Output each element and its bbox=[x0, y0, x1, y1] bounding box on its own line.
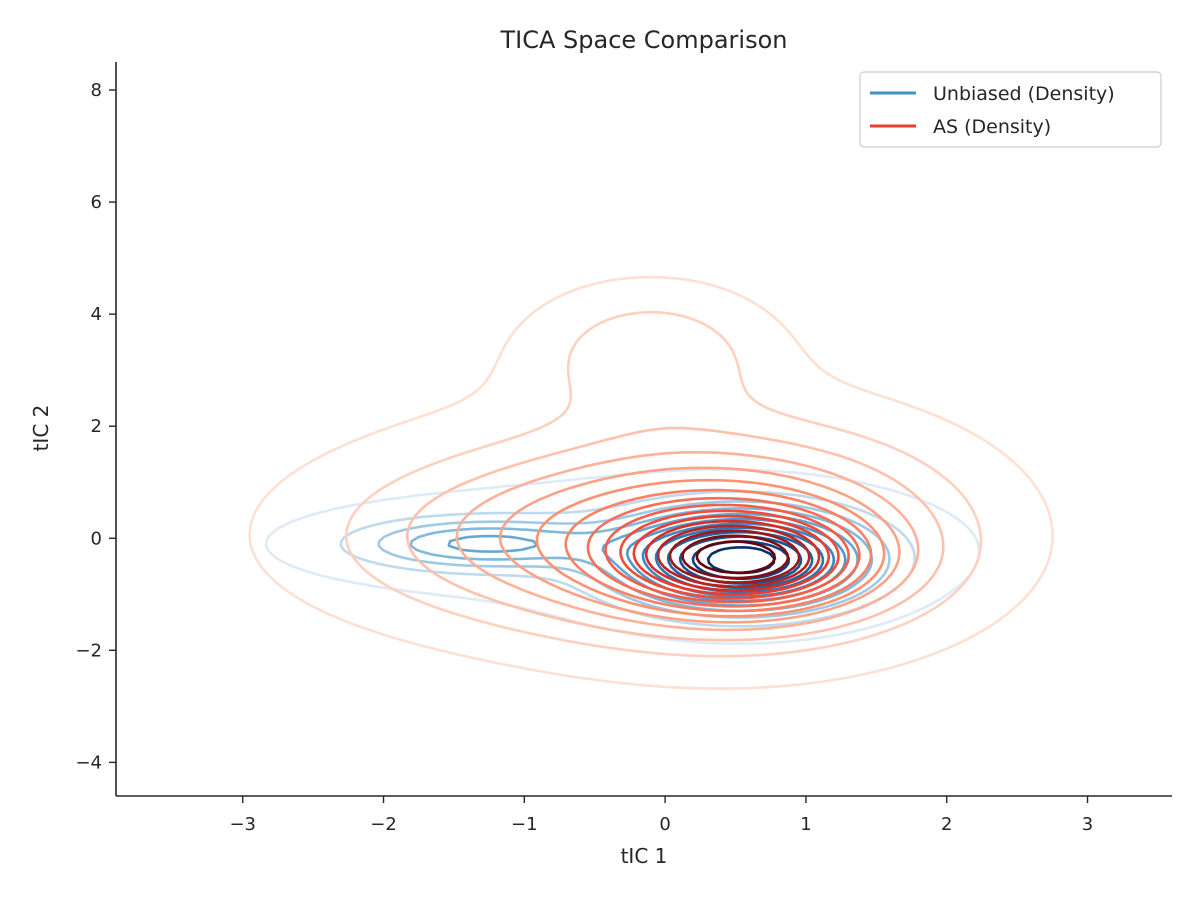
x-tick-label: 1 bbox=[800, 814, 811, 835]
contour-level-1-8 bbox=[604, 503, 850, 604]
contour-level-1-1 bbox=[344, 310, 983, 658]
plot-area bbox=[248, 275, 1054, 690]
x-tick-label: −1 bbox=[511, 814, 538, 835]
contour-level-1-7 bbox=[586, 496, 861, 608]
y-tick-label: −4 bbox=[75, 752, 102, 773]
legend: Unbiased (Density) AS (Density) bbox=[859, 71, 1162, 148]
contour-level-1-10 bbox=[632, 514, 830, 596]
contour-level-1-9 bbox=[619, 509, 840, 600]
y-tick-label: 8 bbox=[91, 80, 102, 101]
x-axis-label: tIC 1 bbox=[621, 844, 668, 868]
y-tick-label: 2 bbox=[91, 416, 102, 437]
contour-level-1-15 bbox=[695, 540, 777, 574]
x-tick-label: 2 bbox=[941, 814, 952, 835]
contour-level-1-13 bbox=[668, 529, 801, 584]
contour-level-1-2 bbox=[405, 426, 945, 642]
y-tick-label: −2 bbox=[75, 640, 102, 661]
legend-label: AS (Density) bbox=[933, 116, 1051, 138]
x-tick-label: −2 bbox=[370, 814, 397, 835]
x-tick-label: 3 bbox=[1082, 814, 1093, 835]
y-axis-label: tIC 2 bbox=[29, 405, 53, 452]
legend-frame bbox=[859, 71, 1162, 148]
chart-title: TICA Space Comparison bbox=[499, 26, 787, 54]
x-tick-label: −3 bbox=[229, 814, 256, 835]
contour-level-1-11 bbox=[644, 519, 821, 592]
contour-level-1-3 bbox=[455, 450, 920, 632]
legend-label: Unbiased (Density) bbox=[933, 83, 1115, 105]
axes: −3 −2 −1 0 1 2 3 −4 −2 0 2 4 6 8 bbox=[75, 62, 1172, 835]
contour-level-1-12 bbox=[656, 524, 811, 588]
contour-level-1-5 bbox=[535, 478, 886, 618]
y-tick-label: 6 bbox=[91, 192, 102, 213]
contour-level-1-14 bbox=[681, 534, 790, 580]
contour-level-1-6 bbox=[564, 488, 873, 613]
contour-level-1-4 bbox=[498, 466, 901, 624]
x-tick-label: 0 bbox=[659, 814, 670, 835]
y-tick-label: 4 bbox=[91, 304, 102, 325]
contour-level-1-0 bbox=[248, 275, 1054, 690]
y-tick-label: 0 bbox=[91, 528, 102, 549]
contour-series-1 bbox=[248, 275, 1054, 690]
